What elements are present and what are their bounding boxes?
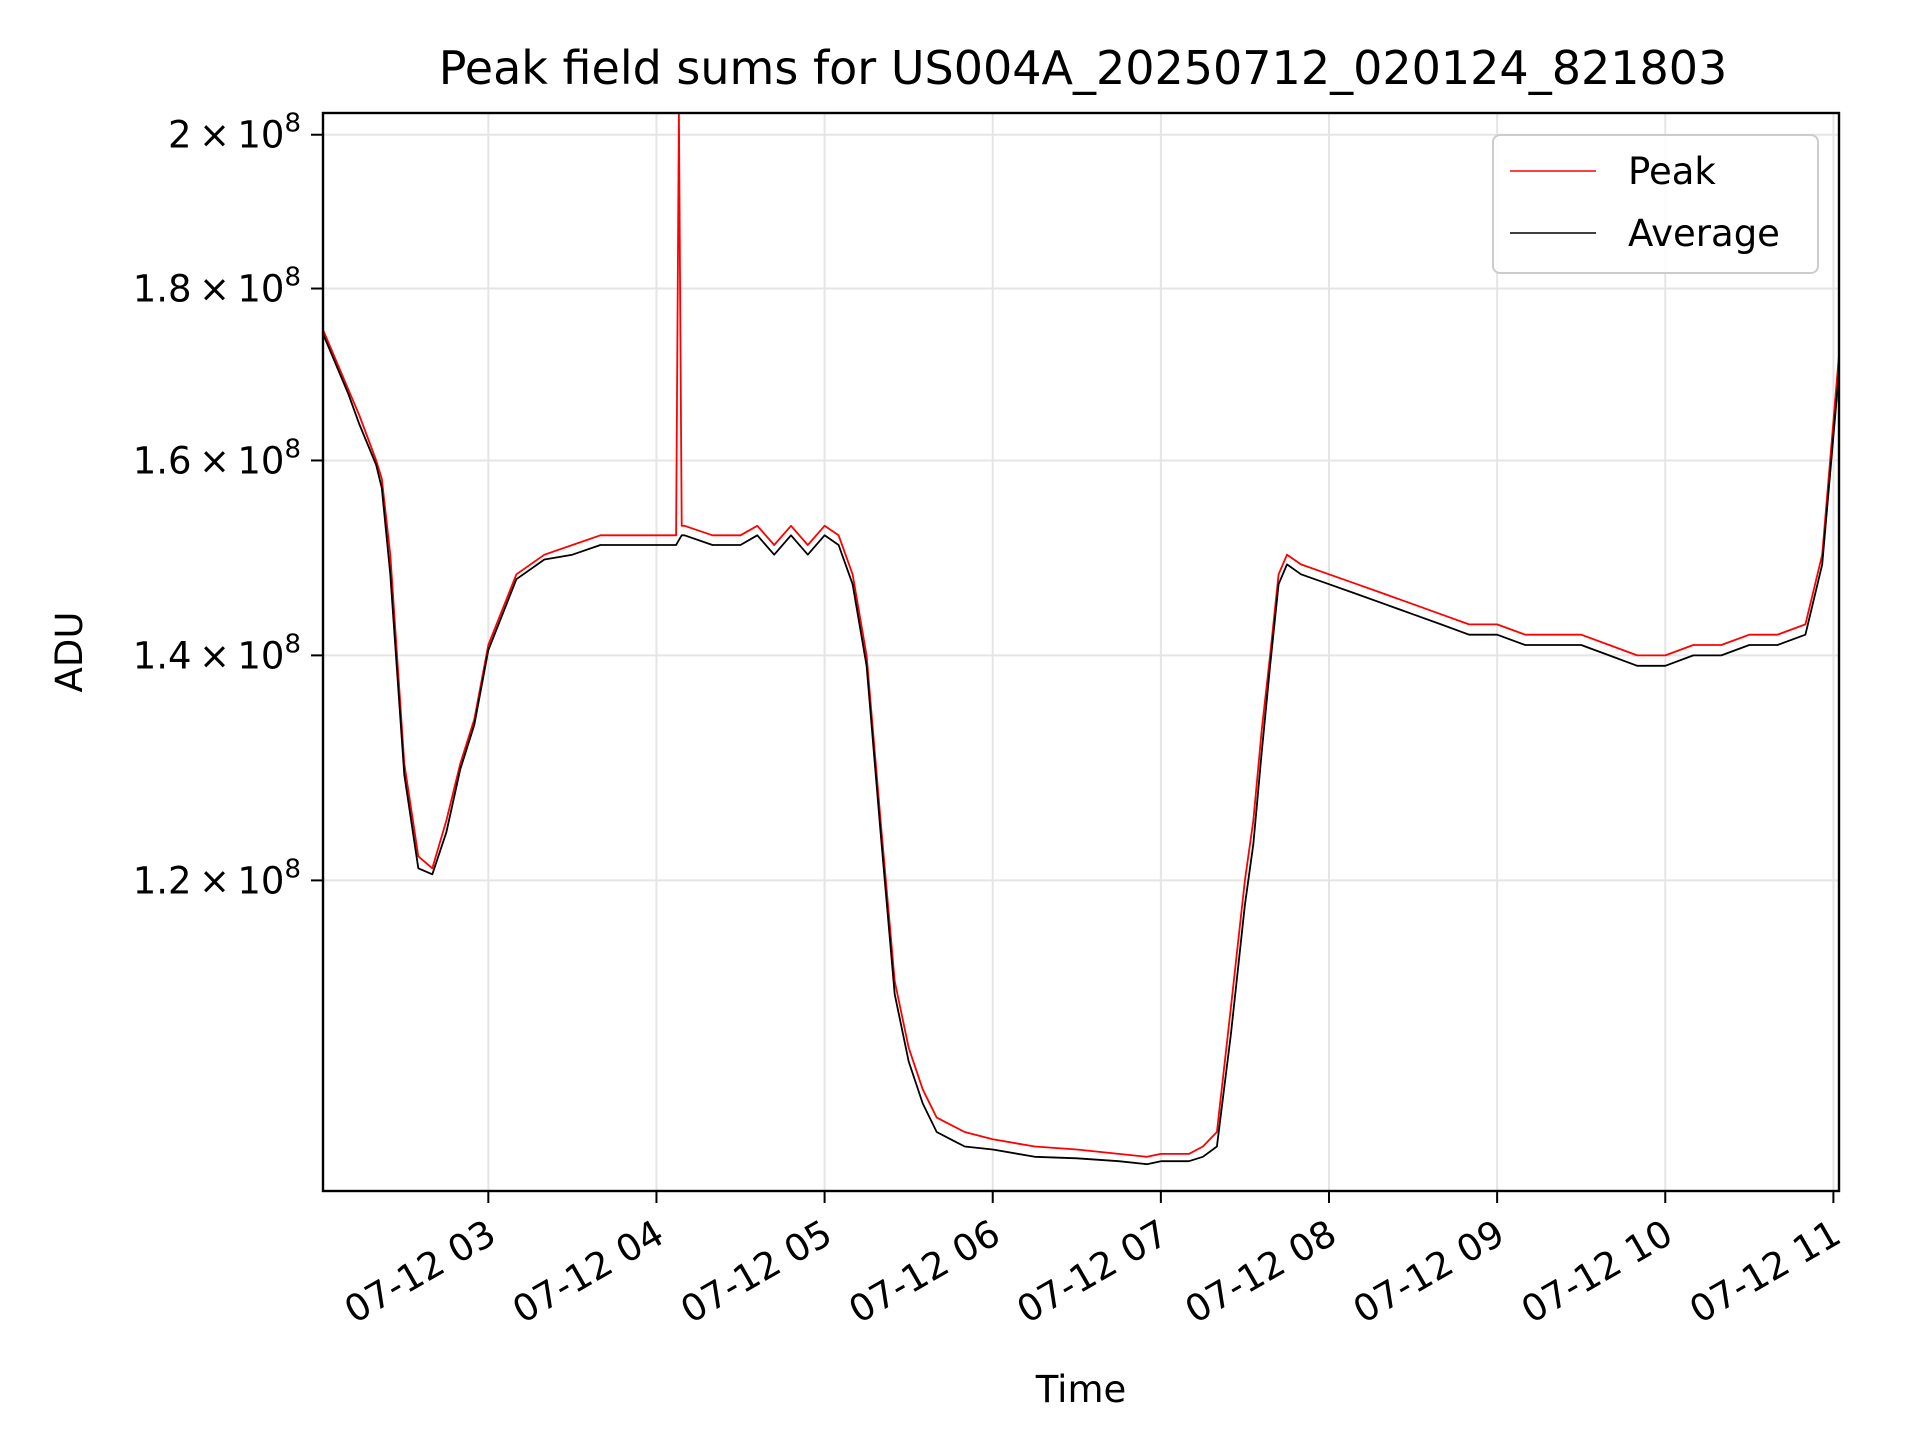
legend: Peak Average xyxy=(1492,134,1819,274)
legend-label-average: Average xyxy=(1628,212,1780,255)
y-tick-times: × xyxy=(192,859,238,902)
plot-area xyxy=(321,111,1841,1193)
y-tick-label: 1.6 × 108 xyxy=(133,434,301,482)
y-tick-base: 10 xyxy=(237,439,284,482)
y-tick-mantissa: 1.4 xyxy=(133,634,192,677)
y-tick-mantissa: 1.2 xyxy=(133,859,192,902)
y-tick-base: 10 xyxy=(237,859,284,902)
x-gridlines xyxy=(487,113,1835,1191)
y-tick-label: 2 × 108 xyxy=(168,109,301,157)
y-gridlines xyxy=(323,133,1839,882)
y-axis-label: ADU xyxy=(48,612,91,693)
y-tick-base: 10 xyxy=(237,634,284,677)
series-layer xyxy=(323,113,1839,1166)
y-tick-mantissa: 2 xyxy=(168,114,192,157)
y-tick-exponent: 8 xyxy=(284,629,301,659)
y-tick-exponent: 8 xyxy=(284,263,301,293)
y-tick-label: 1.8 × 108 xyxy=(133,263,301,311)
y-tick-times: × xyxy=(192,268,238,311)
axes-frame xyxy=(321,111,1841,1193)
x-axis-label: Time xyxy=(1035,1368,1127,1411)
y-tick-mantissa: 1.8 xyxy=(133,268,192,311)
y-tick-times: × xyxy=(192,439,238,482)
y-tick-exponent: 8 xyxy=(284,109,301,139)
y-tick-base: 10 xyxy=(237,268,284,311)
y-tick-mantissa: 1.6 xyxy=(133,439,192,482)
chart-title: Peak field sums for US004A_20250712_0201… xyxy=(439,41,1728,95)
y-tick-label: 1.4 × 108 xyxy=(133,629,301,677)
y-tick-exponent: 8 xyxy=(284,854,301,884)
legend-label-peak: Peak xyxy=(1628,150,1716,193)
y-tick-exponent: 8 xyxy=(284,434,301,464)
y-tick-label: 1.2 × 108 xyxy=(133,854,301,902)
y-tick-times: × xyxy=(192,114,238,157)
y-tick-base: 10 xyxy=(237,114,284,157)
legend-box xyxy=(1492,134,1819,274)
y-tick-times: × xyxy=(192,634,238,677)
